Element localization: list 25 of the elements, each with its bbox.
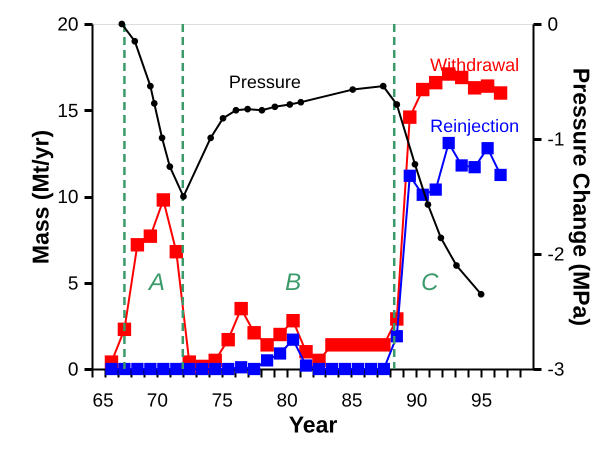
annotation: C xyxy=(421,268,440,296)
y-tick-label: 0 xyxy=(68,360,78,380)
x-tick-label: 75 xyxy=(212,390,233,412)
x-tick-label: 95 xyxy=(471,390,492,412)
annotation: A xyxy=(146,268,165,296)
x-tick-label: 85 xyxy=(341,390,362,412)
series-label: Pressure xyxy=(228,72,301,92)
y-tick-label: 15 xyxy=(57,100,78,122)
y2-tick-label: -1 xyxy=(548,130,564,150)
x-axis-title: Year xyxy=(288,412,338,438)
y-tick-label: 20 xyxy=(57,14,78,36)
y2-tick-label: -3 xyxy=(548,360,564,380)
y-tick-label: 5 xyxy=(68,273,78,294)
series-label: Reinjection xyxy=(430,116,520,136)
x-tick-label: 65 xyxy=(92,390,114,412)
y2-tick-label: -2 xyxy=(548,244,564,266)
y2-tick-label: 0 xyxy=(548,14,558,36)
series-label: Withdrawal xyxy=(430,54,520,75)
y-tick-label: 10 xyxy=(57,187,78,208)
annotation: B xyxy=(285,268,302,296)
y2-axis-title: Pressure Change (MPa) xyxy=(568,68,594,326)
y-axis-title: Mass (Mt/yr) xyxy=(27,130,54,264)
x-tick-label: 90 xyxy=(406,390,428,412)
x-tick-label: 80 xyxy=(276,390,298,412)
x-tick-label: 70 xyxy=(146,390,168,412)
